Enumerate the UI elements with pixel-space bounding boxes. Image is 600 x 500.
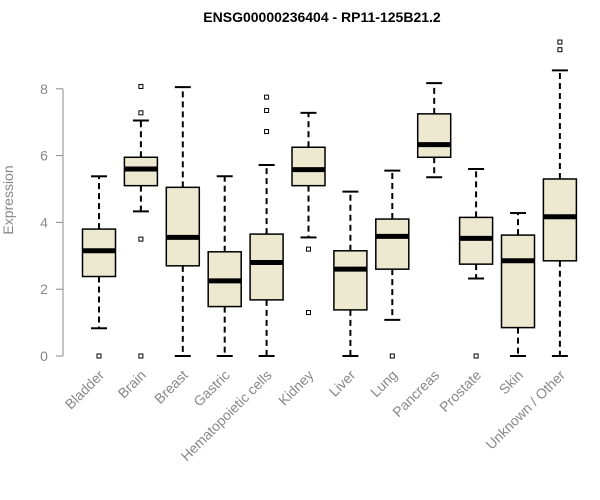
outlier-point [389,353,395,359]
chart-title: ENSG00000236404 - RP11-125B21.2 [203,9,441,25]
iqr-box [249,233,284,301]
box-prostate [458,167,494,359]
iqr-box [500,234,536,329]
iqr-box [375,218,410,270]
outlier-point [306,310,311,316]
y-tick-label: 6 [40,148,48,164]
x-tick-label: Unknown / Other [482,367,568,453]
x-tick-label: Skin [496,367,527,398]
x-tick-label: Bladder [62,367,108,413]
y-tick-label: 0 [40,348,48,364]
outlier-point [473,353,479,359]
outlier-point [138,236,144,242]
outlier-point [138,353,144,359]
x-tick-label: Prostate [436,367,484,415]
box-unknown-other [542,39,578,357]
outlier-point [264,129,270,135]
box-liver [333,190,368,357]
y-axis-ticks: 0 2 4 6 8 [40,81,63,364]
x-tick-label: Liver [326,367,359,400]
box-gastric [207,175,242,357]
box-series [81,39,578,359]
y-tick-label: 8 [40,81,48,97]
outlier-point [138,83,144,89]
box-brain [123,83,159,359]
iqr-box [416,113,452,159]
outlier-point [557,39,563,45]
box-breast [165,86,201,357]
outlier-point [138,110,144,116]
outlier-point [557,47,563,53]
box-skin [500,212,536,357]
box-hematopoietic-cells [249,94,284,357]
x-tick-label: Brain [115,367,149,401]
x-tick-label: Pancreas [389,367,442,420]
iqr-box [542,178,578,262]
x-tick-label: Kidney [275,367,317,409]
outlier-point [264,108,270,114]
outlier-point [306,246,311,252]
iqr-box [123,156,159,187]
outlier-point [264,94,270,100]
iqr-box [333,250,368,311]
outlier-point [96,353,102,359]
box-bladder [81,175,117,359]
y-tick-label: 2 [40,281,48,297]
box-lung [375,169,410,359]
x-tick-label: Lung [367,367,400,400]
iqr-box [165,186,201,267]
y-axis-label: Expression [0,165,16,234]
box-kidney [291,111,326,316]
y-tick-label: 4 [40,214,48,230]
box-pancreas [416,82,452,179]
iqr-box [291,146,326,187]
x-tick-label: Breast [151,367,191,407]
